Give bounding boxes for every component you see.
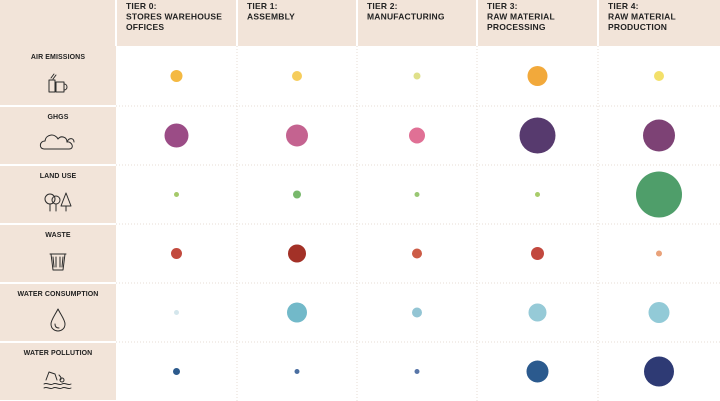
bubble-land-use-t1	[293, 190, 301, 199]
bubble-air-emissions-t1	[292, 71, 302, 81]
column-header-line: TIER 0:	[126, 1, 157, 11]
column-header-line: RAW MATERIAL	[487, 12, 555, 22]
column-header-line: PROCESSING	[487, 22, 546, 32]
column-header-line: MANUFACTURING	[367, 12, 445, 22]
column-header-line: OFFICES	[126, 22, 164, 32]
bubble-water-pollution-t0	[173, 368, 180, 375]
bubble-waste-t1	[288, 244, 306, 263]
bubble-waste-t0	[171, 248, 182, 259]
column-header-line: RAW MATERIAL	[608, 12, 676, 22]
bubble-air-emissions-t3	[527, 66, 548, 86]
bubble-water-consumption-t3	[528, 303, 547, 322]
bubble-ghgs-t2	[409, 127, 425, 144]
column-header-line: TIER 4:	[608, 1, 639, 11]
bubble-water-pollution-t3	[526, 360, 549, 383]
bubble-water-pollution-t4	[644, 356, 674, 387]
row-label: WATER CONSUMPTION	[18, 291, 99, 298]
bubble-ghgs-t1	[286, 124, 308, 147]
bubble-waste-t3	[531, 247, 544, 260]
trees-icon	[44, 192, 72, 212]
bubble-land-use-t4	[636, 171, 682, 218]
column-header-line: TIER 3:	[487, 1, 518, 11]
cloud-icon	[39, 134, 75, 150]
column-header-t1: TIER 1:ASSEMBLY	[247, 1, 295, 22]
water-drop-icon	[50, 308, 66, 332]
row-label: LAND USE	[40, 173, 77, 180]
water-pollution-icon	[43, 371, 72, 390]
bubble-air-emissions-t2	[413, 72, 421, 80]
bubble-water-consumption-t1	[287, 302, 307, 323]
trash-icon	[49, 253, 67, 271]
column-header-line: TIER 2:	[367, 1, 398, 11]
bubble-land-use-t0	[174, 192, 179, 197]
bubble-land-use-t2	[414, 192, 420, 197]
bubble-land-use-t3	[535, 192, 540, 197]
bubble-waste-t2	[412, 248, 422, 259]
bubble-water-pollution-t1	[294, 369, 300, 374]
bubble-ghgs-t3	[519, 117, 556, 154]
column-header-line: PRODUCTION	[608, 22, 667, 32]
column-header-line: TIER 1:	[247, 1, 278, 11]
bubble-waste-t4	[656, 250, 662, 257]
bubble-water-consumption-t0	[174, 310, 179, 315]
bubble-water-consumption-t4	[648, 302, 670, 323]
row-label: WATER POLLUTION	[24, 350, 93, 357]
factory-icon	[48, 73, 68, 93]
bubble-ghgs-t0	[164, 123, 189, 148]
column-header-line: STORES WAREHOUSE	[126, 12, 222, 22]
bubble-air-emissions-t4	[654, 71, 664, 81]
bubble-water-pollution-t2	[414, 369, 420, 374]
row-label: AIR EMISSIONS	[31, 54, 85, 61]
bubble-air-emissions-t0	[170, 70, 183, 82]
bubble-water-consumption-t2	[412, 307, 422, 318]
column-header-t2: TIER 2:MANUFACTURING	[367, 1, 445, 22]
header-band	[0, 0, 720, 46]
bubble-ghgs-t4	[643, 119, 675, 152]
column-header-line: ASSEMBLY	[247, 12, 295, 22]
row-label: GHGS	[47, 114, 68, 121]
row-label: WASTE	[45, 232, 71, 239]
